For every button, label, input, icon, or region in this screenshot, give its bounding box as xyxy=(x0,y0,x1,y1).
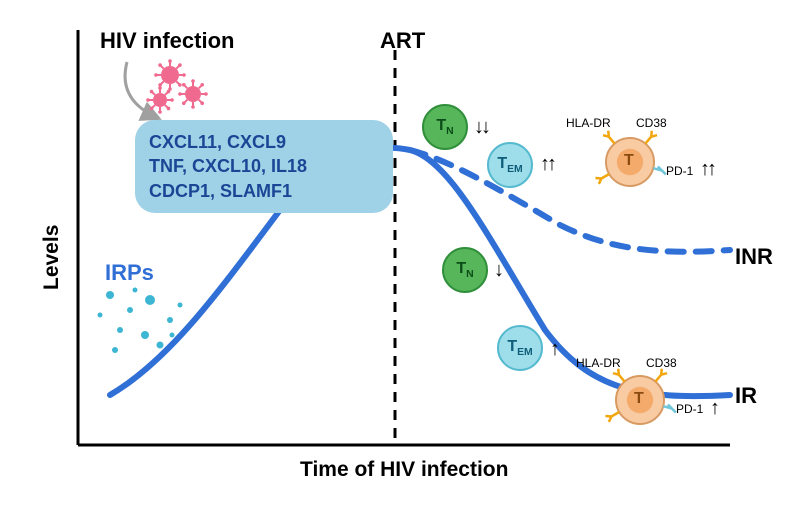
hiv-to-irp-arrow xyxy=(125,62,158,118)
tem-0-arrows: ↑↑ xyxy=(540,153,554,176)
hladr-label-1: HLA-DR xyxy=(576,356,621,370)
irp-line-3: CDCP1, SLAMF1 xyxy=(149,179,379,203)
x-axis-label: Time of HIV infection xyxy=(300,458,508,482)
tem-1-cell-label: TEM xyxy=(504,338,536,358)
tem-0-cell-label: TEM xyxy=(494,155,526,175)
ir-line-label-text: IR xyxy=(735,383,757,408)
irp-line-1: CXCL11, CXCL9 xyxy=(149,130,379,154)
y-axis-label: Levels xyxy=(40,225,64,290)
y-axis-label-text: Levels xyxy=(40,225,63,290)
tn-1-arrows: ↓ xyxy=(494,259,501,282)
art-title: ART xyxy=(380,28,425,54)
activated-t-label-1: T xyxy=(634,390,644,408)
pd1-label-1: PD-1 xyxy=(676,402,703,416)
cd38-label-1: CD38 xyxy=(646,356,677,370)
irps-label-text: IRPs xyxy=(105,260,154,285)
activated-t-label-0: T xyxy=(624,152,634,170)
irp-proteins-bubble: CXCL11, CXCL9 TNF, CXCL10, IL18 CDCP1, S… xyxy=(135,120,393,213)
x-axis-label-text: Time of HIV infection xyxy=(300,458,508,481)
irp-line-2: TNF, CXCL10, IL18 xyxy=(149,154,379,178)
activated-t-arrows-1: ↑ xyxy=(710,397,717,420)
inr-line-label: INR xyxy=(735,244,773,270)
art-title-text: ART xyxy=(380,28,425,53)
inr-line-label-text: INR xyxy=(735,244,773,269)
tn-0-arrows: ↓↓ xyxy=(474,116,488,139)
ir-line-label: IR xyxy=(735,383,757,409)
cd38-label-0: CD38 xyxy=(636,116,667,130)
tn-1-cell-label: TN xyxy=(449,260,481,280)
hladr-label-0: HLA-DR xyxy=(566,116,611,130)
pd1-label-0: PD-1 xyxy=(666,164,693,178)
tn-0-cell-label: TN xyxy=(429,117,461,137)
virus-icons xyxy=(146,59,208,114)
irps-label: IRPs xyxy=(105,260,154,286)
tem-1-arrows: ↑ xyxy=(550,338,557,361)
hiv-infection-title-text: HIV infection xyxy=(100,28,234,53)
hiv-infection-title: HIV infection xyxy=(100,28,234,54)
figure-stage: Levels Time of HIV infection HIV infecti… xyxy=(0,0,785,505)
plot-svg xyxy=(0,0,785,505)
activated-t-arrows-0: ↑↑ xyxy=(700,158,714,181)
